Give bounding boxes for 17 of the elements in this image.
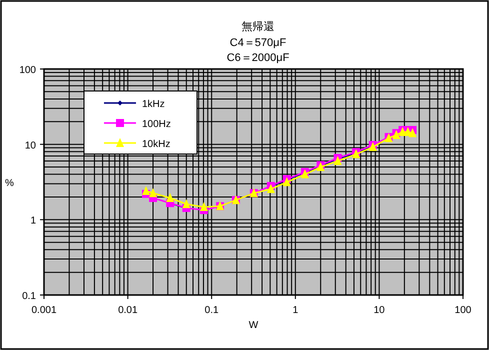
x-tick-label: 1 [292,305,299,316]
y-tick-label: 10 [24,140,36,152]
x-tick-label: 0.1 [204,305,219,316]
y-tick-label: 100 [19,65,36,76]
legend-label: 10kHz [142,139,170,150]
x-tick-label: 0.01 [118,305,138,316]
y-tick-label: 1 [30,216,36,227]
legend-label: 100Hz [142,119,171,130]
x-tick-label: 0.001 [31,305,57,316]
y-axis-title: % [5,178,14,189]
chart-subtitle: C4＝570μF C6＝2000μF [226,37,290,64]
y-tick-label: 0.1 [22,291,36,302]
x-axis-title: W [248,320,259,331]
x-tick-label: 10 [374,305,386,316]
x-tick-label: 100 [454,305,472,316]
chart-title: 無帰還 [242,21,274,33]
legend-label: 1kHz [142,99,165,110]
